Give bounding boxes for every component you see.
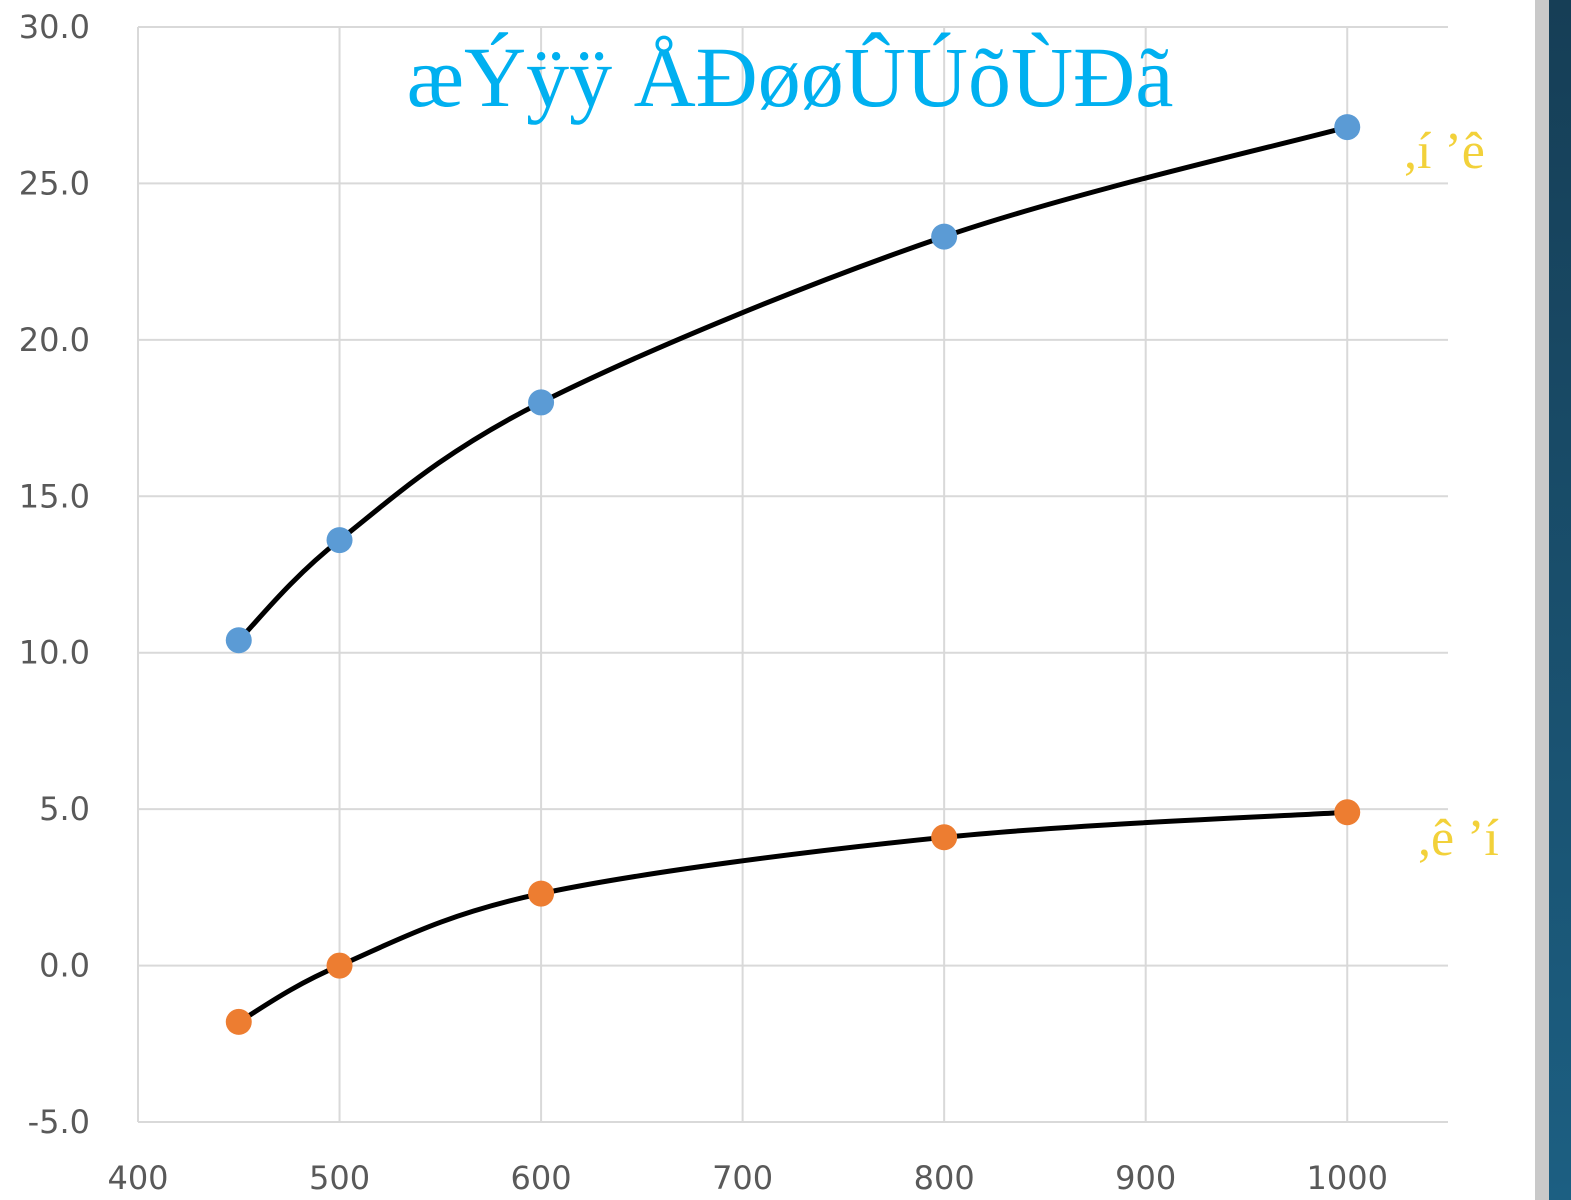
series-2-point [528, 880, 555, 907]
y-tick-label: -5.0 [28, 1103, 90, 1141]
series-points [225, 114, 1361, 1035]
series-2-point [326, 952, 353, 979]
x-tick-label: 800 [914, 1159, 975, 1197]
gridlines [137, 26, 1448, 1123]
y-tick-label: 10.0 [19, 634, 90, 672]
y-tick-label: 5.0 [39, 790, 90, 828]
chart-title: æÝÿÿ ÅÐøøÛÚõÙÐã [407, 29, 1174, 125]
x-tick-label: 700 [712, 1159, 773, 1197]
x-tick-label: 400 [107, 1159, 168, 1197]
series-label-top: ,í ’ê [1404, 123, 1485, 180]
series-1-point [528, 389, 555, 416]
y-tick-label: 0.0 [39, 947, 90, 985]
y-tick-label: 25.0 [19, 164, 90, 202]
series-label-bottom: ,ê ’í [1418, 810, 1499, 867]
y-tick-label: 15.0 [19, 477, 90, 515]
side-panel-border [1535, 0, 1549, 1200]
series-1-point [326, 527, 353, 554]
series-2-point [931, 824, 958, 851]
y-tick-label: 30.0 [19, 8, 90, 46]
series-1-curve [236, 124, 1350, 643]
x-tick-label: 1000 [1307, 1159, 1388, 1197]
x-tick-label: 600 [511, 1159, 572, 1197]
y-tick-label: 20.0 [19, 321, 90, 359]
side-panel [1549, 0, 1571, 1200]
series-1-point [225, 627, 252, 654]
series-1-point [1334, 114, 1361, 141]
x-axis-ticks: 400 500 600 700 800 900 1000 [107, 1159, 1387, 1197]
series-1-point [931, 223, 958, 250]
x-tick-label: 500 [309, 1159, 370, 1197]
series-2-point [1334, 799, 1361, 826]
x-tick-label: 900 [1115, 1159, 1176, 1197]
series-curves [236, 124, 1350, 1025]
y-axis-ticks: -5.0 0.0 5.0 10.0 15.0 20.0 25.0 30.0 [19, 8, 90, 1141]
series-2-point [225, 1008, 252, 1035]
series-2-curve [236, 809, 1350, 1025]
